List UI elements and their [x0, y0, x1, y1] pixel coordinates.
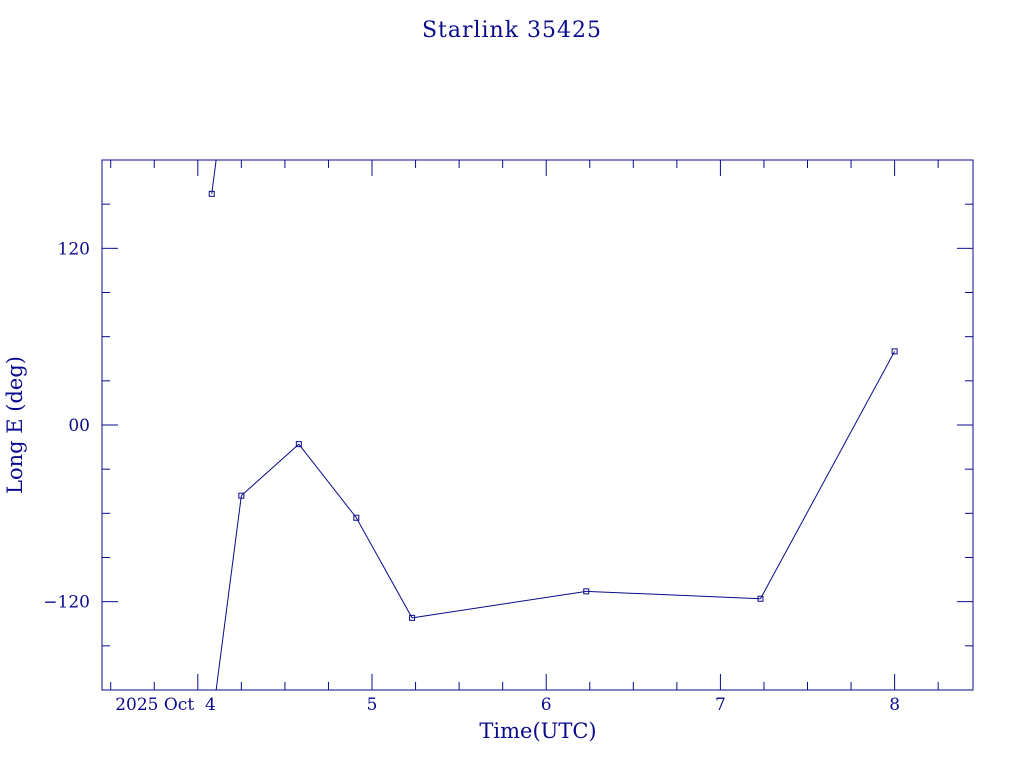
data-point — [757, 595, 764, 602]
series-segment — [586, 590, 761, 600]
series-segment — [211, 160, 217, 194]
series-segment — [355, 517, 413, 619]
series-layer — [208, 160, 898, 690]
series-segment — [215, 495, 242, 690]
data-point — [353, 514, 360, 521]
y-axis-ticks — [102, 203, 973, 647]
data-point — [238, 492, 245, 499]
data-point — [295, 441, 302, 448]
y-tick-label: 00 — [68, 416, 90, 436]
data-point — [583, 588, 590, 595]
x-tick-label: 8 — [889, 695, 900, 715]
series-segment — [760, 351, 896, 599]
x-axis-ticks — [110, 160, 939, 690]
x-axis-tick-labels: 2025 Oct 4 5 6 7 8 — [115, 695, 900, 715]
data-point — [891, 348, 898, 355]
y-tick-label: −120 — [43, 593, 90, 613]
plot-frame — [101, 159, 974, 691]
y-axis-tick-labels: 120 00 −120 — [43, 239, 90, 612]
series-segment — [241, 443, 300, 497]
x-axis-label: Time(UTC) — [479, 719, 596, 743]
x-tick-label: 7 — [715, 695, 726, 715]
x-tick-label: 2025 Oct 4 — [115, 695, 216, 715]
x-tick-label: 5 — [367, 695, 378, 715]
y-tick-label: 120 — [58, 239, 90, 259]
data-point — [409, 614, 416, 621]
y-axis-label: Long E (deg) — [3, 356, 27, 494]
x-tick-label: 6 — [541, 695, 552, 715]
chart-title: Starlink 35425 — [422, 18, 602, 43]
series-segment — [412, 590, 587, 619]
data-point — [208, 190, 215, 197]
series-segment — [298, 443, 357, 519]
